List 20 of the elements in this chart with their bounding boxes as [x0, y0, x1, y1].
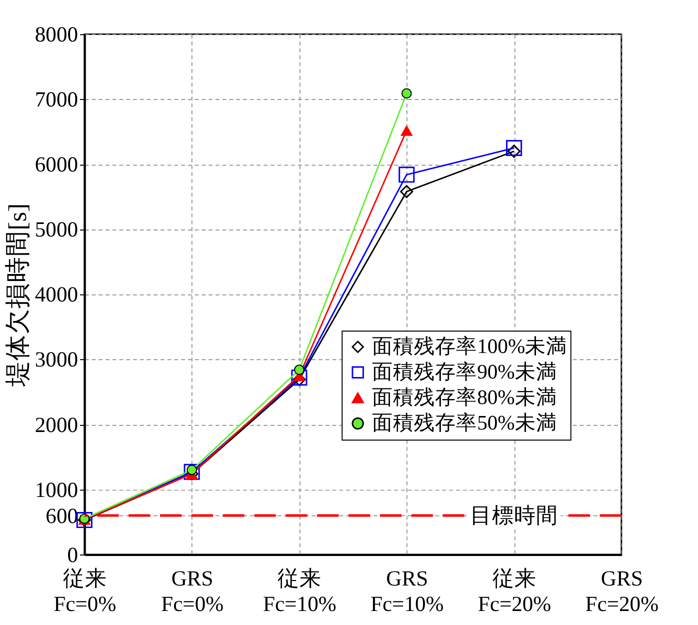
x-tick-label: GRS Fc=10%	[370, 566, 444, 616]
y-tick-label: 5000	[34, 218, 78, 242]
x-tick-label: 従来 Fc=20%	[478, 566, 552, 616]
x-tick-label: 従来 Fc=10%	[263, 566, 336, 616]
y-tick-label: 8000	[34, 22, 78, 47]
y-tick-label: 3000	[34, 348, 78, 372]
legend-label: 面積残存率50%未満	[372, 411, 557, 434]
legend-label: 面積残存率100%未満	[372, 334, 568, 358]
legend-label: 面積残存率80%未満	[372, 386, 557, 409]
y-tick-label: 0	[67, 542, 78, 567]
x-tick-label: GRS Fc=0%	[161, 566, 224, 616]
y-tick-label: 4000	[34, 282, 78, 307]
y-tick-label: 6000	[34, 152, 78, 177]
y-tick-label: 2000	[34, 412, 78, 437]
x-tick-label: 従来 Fc=0%	[54, 566, 116, 616]
y-tick-label: 1000	[34, 478, 78, 502]
legend-label: 面積残存率90%未満	[372, 360, 557, 384]
y-tick-label: 7000	[34, 88, 78, 112]
x-tick-label: GRS Fc=20%	[585, 566, 659, 616]
y-axis-title: 堤体欠損時間[s]	[3, 203, 32, 388]
